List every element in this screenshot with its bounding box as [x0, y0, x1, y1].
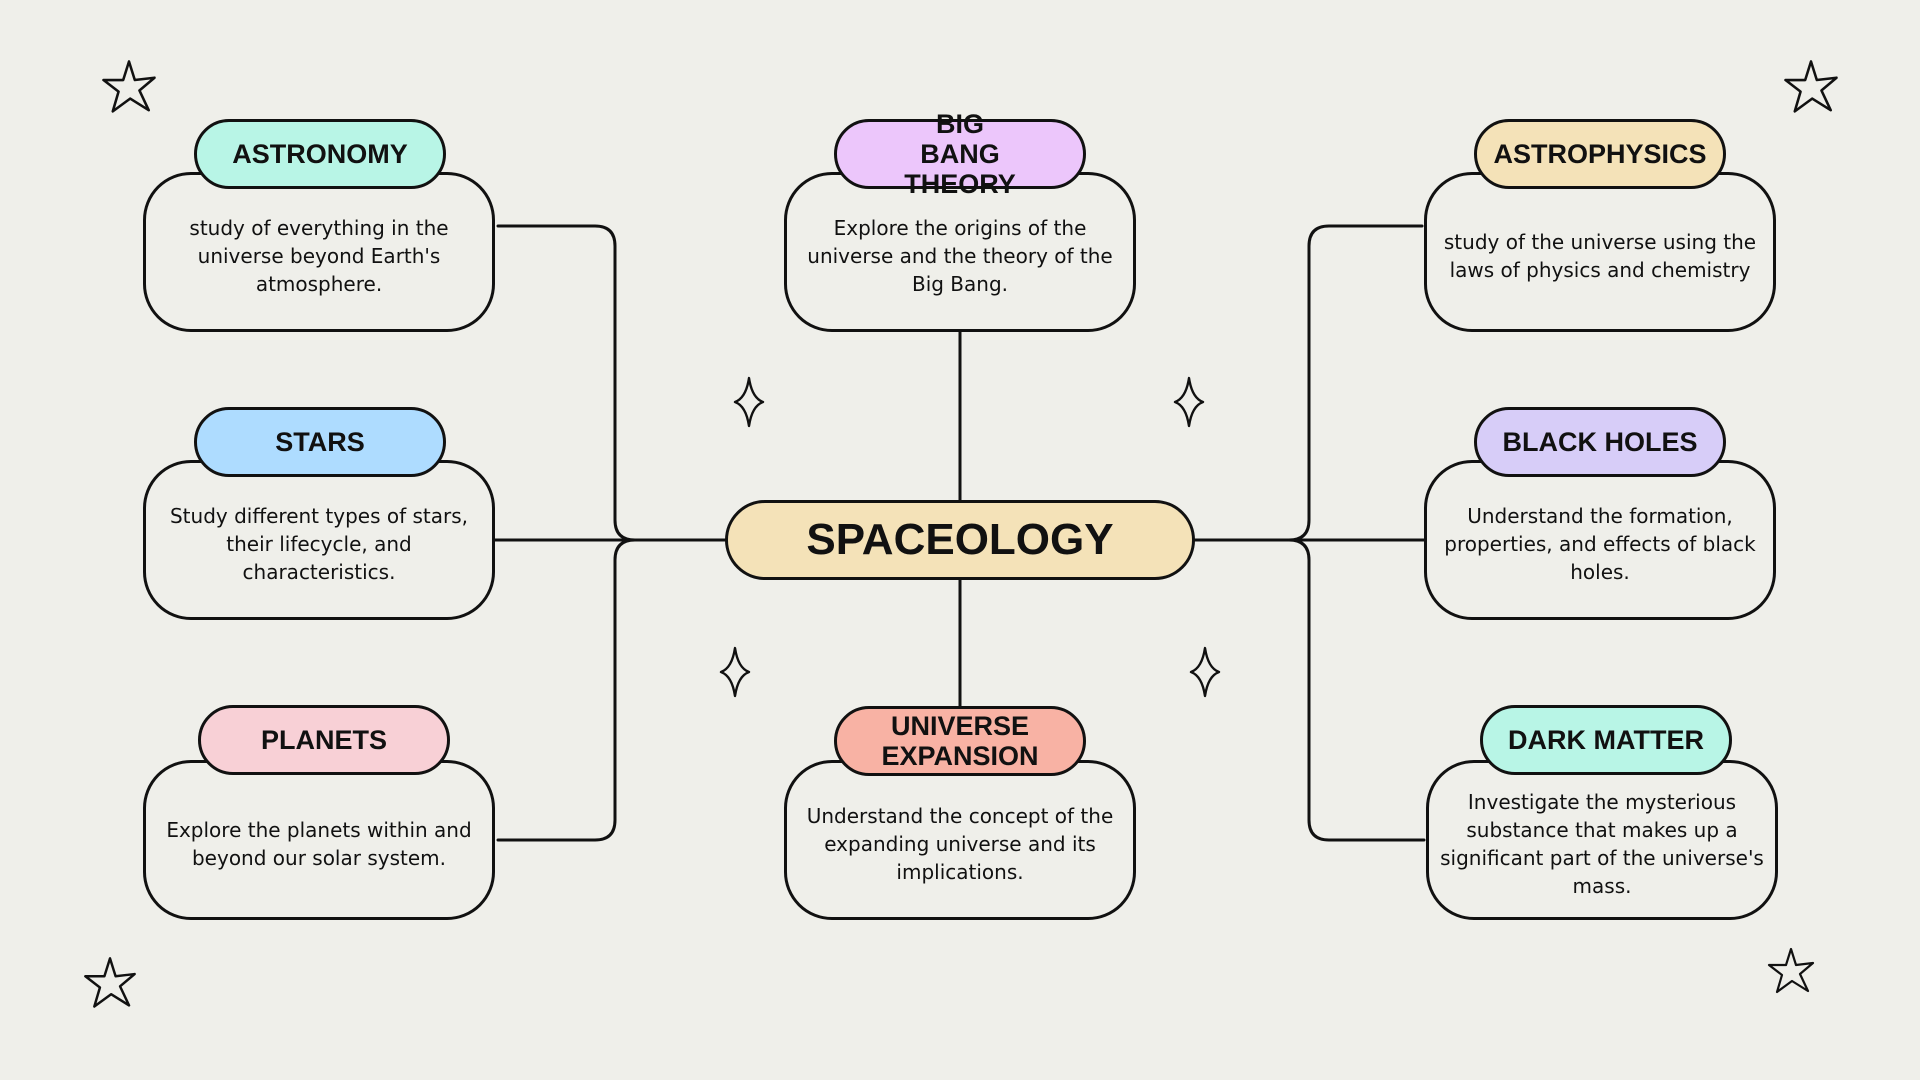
- connector-dark-matter: [1287, 538, 1426, 842]
- topic-card-universe-expansion: Understand the concept of the expanding …: [784, 760, 1136, 920]
- star-outline-icon: [1784, 60, 1838, 113]
- topic-title-astronomy: ASTRONOMY: [232, 139, 408, 169]
- four-point-sparkle-icon: [1189, 646, 1221, 698]
- topic-card-planets: Explore the planets within and beyond ou…: [143, 760, 495, 920]
- topic-title-universe-expansion: UNIVERSE EXPANSION: [881, 711, 1039, 771]
- four-point-sparkle-icon: [1173, 376, 1205, 428]
- topic-title-stars: STARS: [275, 427, 365, 457]
- topic-label-planets: PLANETS: [198, 705, 450, 775]
- topic-label-universe-expansion: UNIVERSE EXPANSION: [834, 706, 1086, 776]
- topic-description-black-holes: Understand the formation, properties, an…: [1444, 504, 1756, 584]
- topic-title-planets: PLANETS: [260, 725, 387, 755]
- topic-description-dark-matter: Investigate the mysterious substance tha…: [1440, 790, 1764, 898]
- topic-card-stars: Study different types of stars, their li…: [143, 460, 495, 620]
- topic-title-astrophysics: ASTROPHYSICS: [1493, 139, 1707, 169]
- topic-card-astronomy: study of everything in the universe beyo…: [143, 172, 495, 332]
- topic-label-dark-matter: DARK MATTER: [1480, 705, 1732, 775]
- star-outline-icon: [1767, 947, 1815, 994]
- center-title: SPACEOLOGY: [806, 515, 1114, 564]
- topic-description-big-bang-theory: Explore the origins of the universe and …: [807, 216, 1113, 296]
- topic-card-dark-matter: Investigate the mysterious substance tha…: [1426, 760, 1778, 920]
- topic-description-universe-expansion: Understand the concept of the expanding …: [806, 804, 1114, 884]
- topic-card-black-holes: Understand the formation, properties, an…: [1424, 460, 1776, 620]
- connector-astronomy: [496, 224, 727, 542]
- four-point-sparkle-icon: [719, 646, 751, 698]
- topic-title-black-holes: BLACK HOLES: [1502, 427, 1698, 457]
- topic-description-astrophysics: study of the universe using the laws of …: [1443, 230, 1757, 282]
- topic-description-planets: Explore the planets within and beyond ou…: [166, 818, 472, 870]
- connector-planets: [496, 538, 637, 842]
- four-point-sparkle-icon: [733, 376, 765, 428]
- connector-astrophysics: [1193, 224, 1424, 542]
- topic-title-big-bang-theory: BIG BANG THEORY: [904, 109, 1016, 199]
- star-outline-icon: [84, 957, 136, 1008]
- topic-title-dark-matter: DARK MATTER: [1508, 725, 1704, 755]
- topic-card-astrophysics: study of the universe using the laws of …: [1424, 172, 1776, 332]
- topic-label-astrophysics: ASTROPHYSICS: [1474, 119, 1726, 189]
- topic-label-astronomy: ASTRONOMY: [194, 119, 446, 189]
- center-node: SPACEOLOGY: [725, 500, 1195, 580]
- topic-label-stars: STARS: [194, 407, 446, 477]
- topic-label-big-bang-theory: BIG BANG THEORY: [834, 109, 1086, 199]
- star-outline-icon: [102, 60, 156, 113]
- topic-description-astronomy: study of everything in the universe beyo…: [189, 216, 449, 296]
- topic-label-black-holes: BLACK HOLES: [1474, 407, 1726, 477]
- topic-description-stars: Study different types of stars, their li…: [169, 504, 468, 584]
